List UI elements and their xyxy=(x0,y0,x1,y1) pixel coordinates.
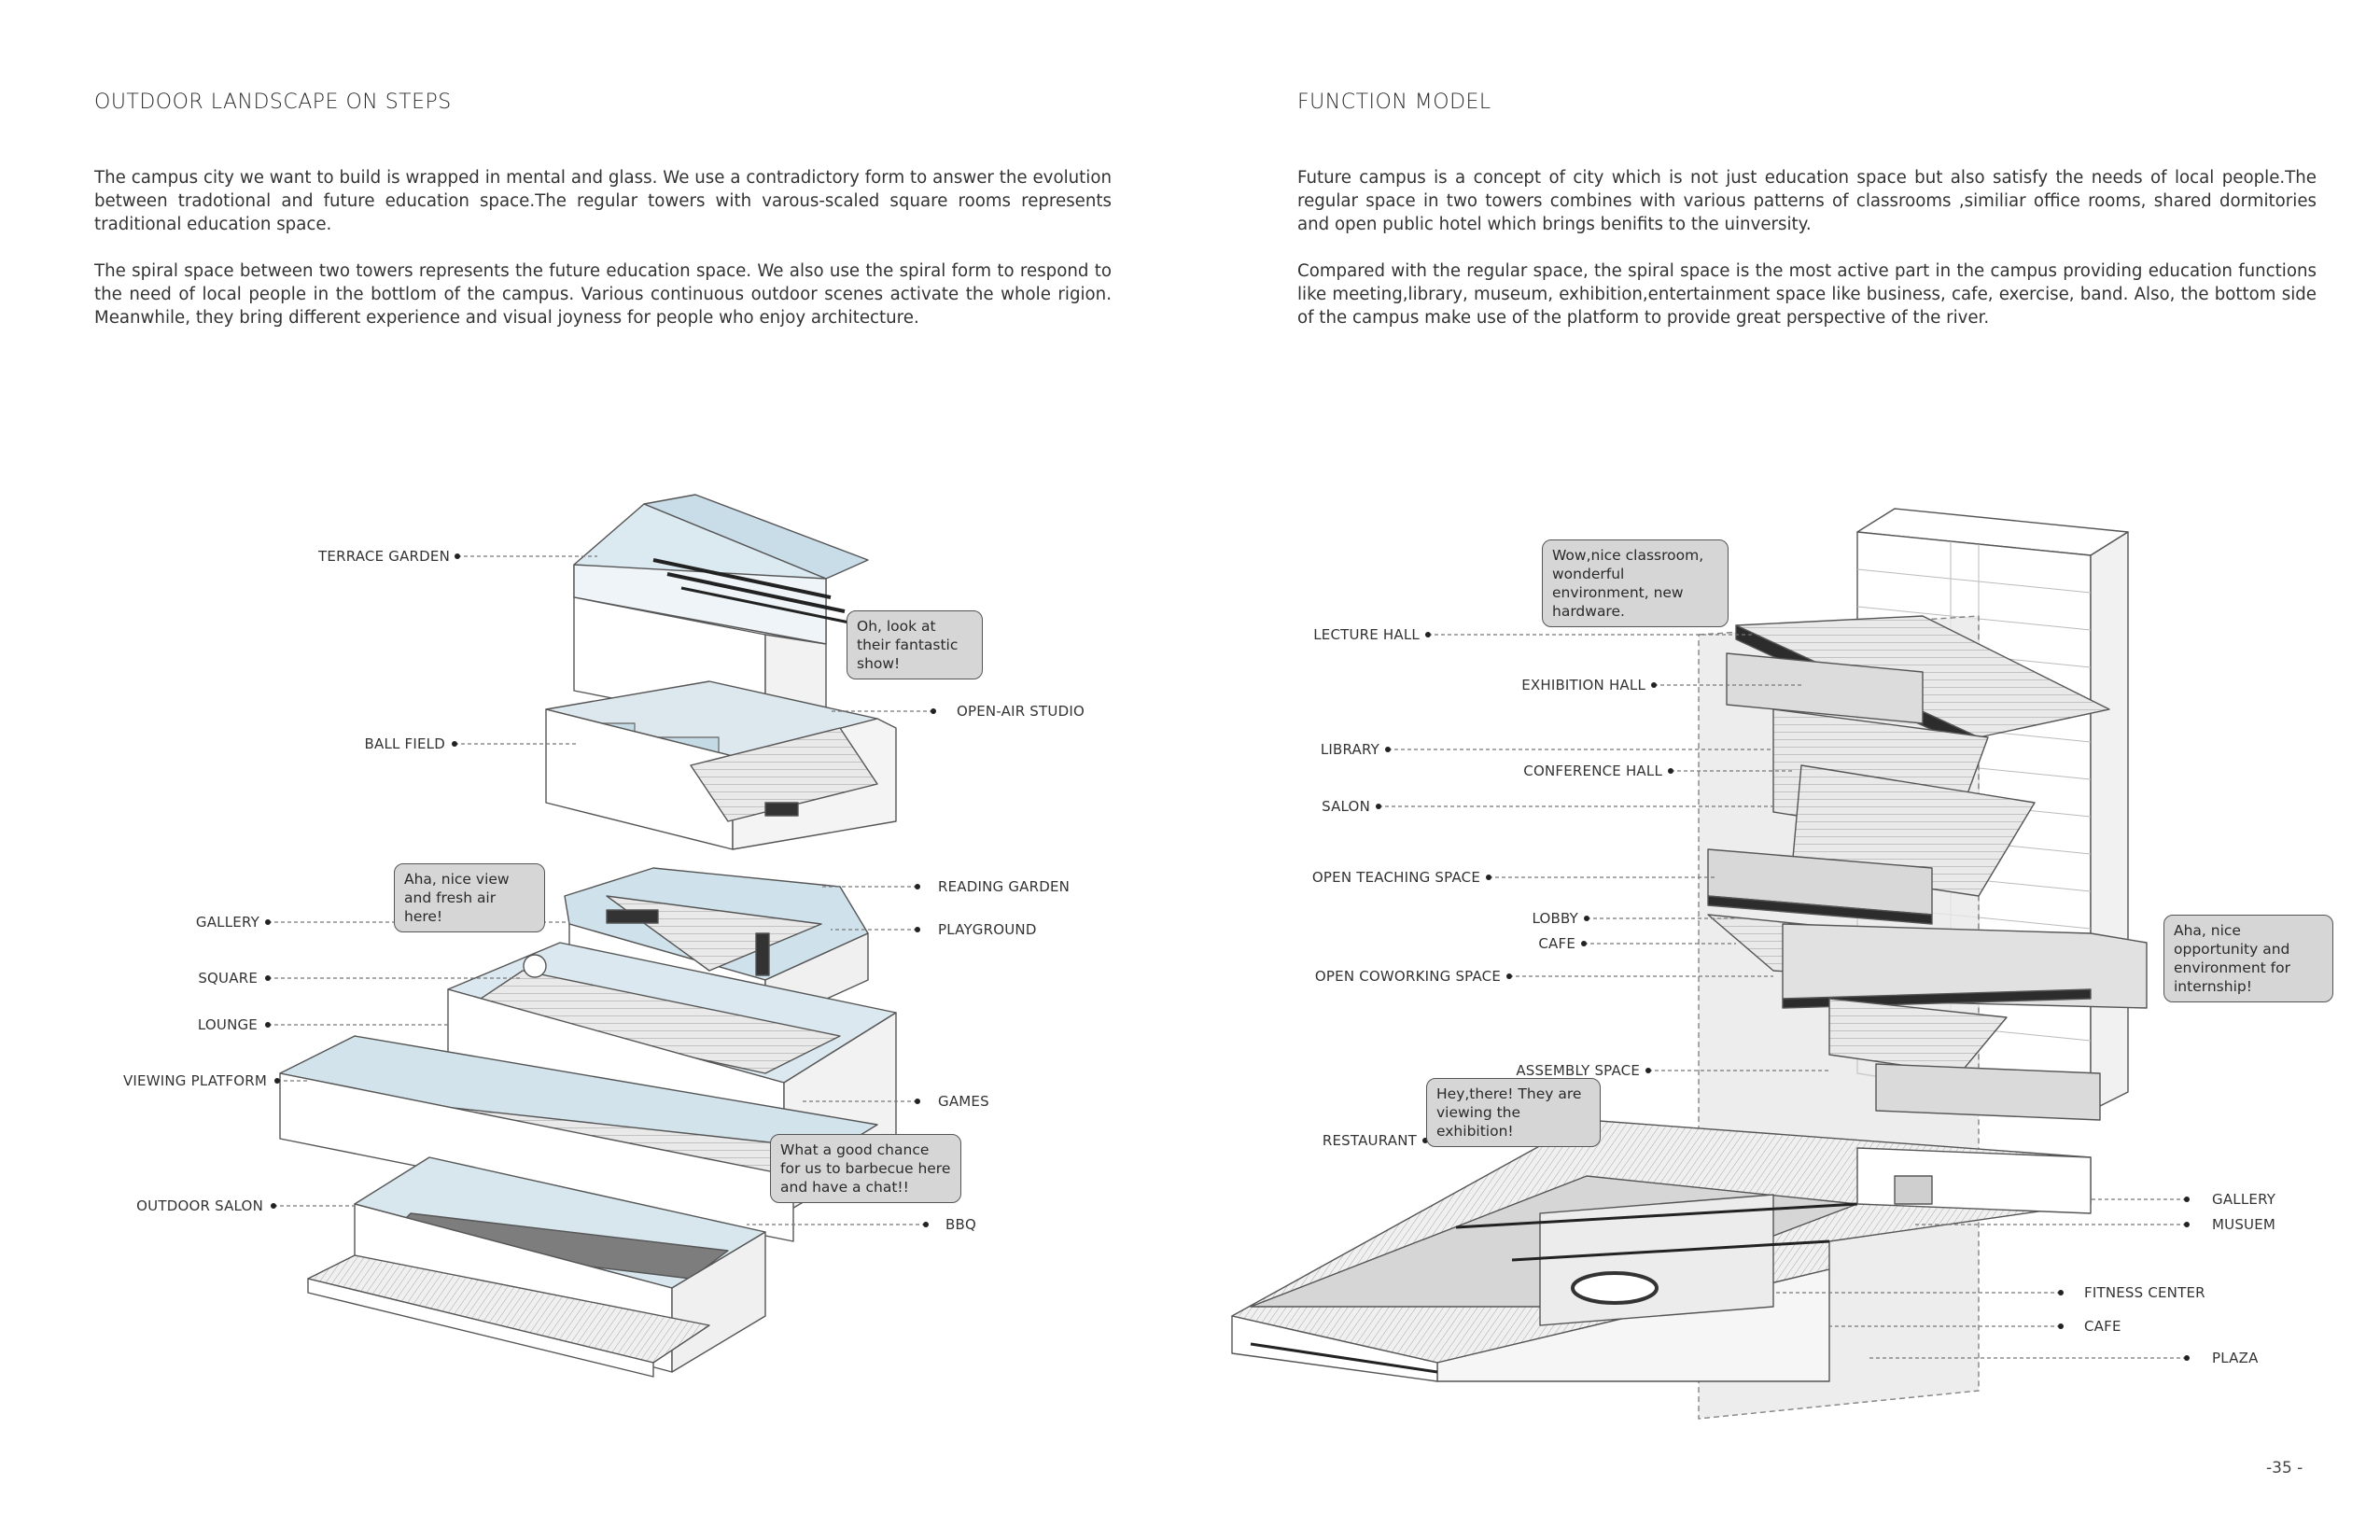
label-salon: SALON xyxy=(1322,798,1370,815)
label-square: SQUARE xyxy=(198,970,258,987)
label-plaza: PLAZA xyxy=(2212,1350,2259,1366)
label-fitness-center: FITNESS CENTER xyxy=(2084,1284,2205,1301)
label-terrace-garden: TERRACE GARDEN xyxy=(318,548,450,565)
speech-bubble-barbecue: What a good chance for us to barbecue he… xyxy=(770,1134,961,1203)
label-lecture-hall: LECTURE HALL xyxy=(1313,626,1420,643)
speech-bubble-exhibition: Hey,there! They are viewing the exhibiti… xyxy=(1426,1078,1601,1147)
right-leader-lines xyxy=(1376,632,2190,1361)
label-open-teaching-space: OPEN TEACHING SPACE xyxy=(1311,869,1480,886)
label-restaurant: RESTAURANT xyxy=(1322,1132,1417,1149)
label-musuem: MUSUEM xyxy=(2212,1216,2276,1233)
label-outdoor-salon: OUTDOOR SALON xyxy=(136,1197,263,1214)
label-lounge: LOUNGE xyxy=(197,1016,258,1033)
label-exhibition-hall: EXHIBITION HALL xyxy=(1521,677,1645,693)
right-paragraph-2: Compared with the regular space, the spi… xyxy=(1297,261,2317,328)
outdoor-landscape-axonometric xyxy=(279,494,897,1378)
label-conference-hall: CONFERENCE HALL xyxy=(1523,763,1662,779)
label-gallery-right: GALLERY xyxy=(2212,1191,2276,1208)
label-reading-garden: READING GARDEN xyxy=(938,878,1071,895)
label-open-coworking-space: OPEN COWORKING SPACE xyxy=(1314,968,1501,985)
label-open-air-studio: OPEN-AIR STUDIO xyxy=(957,703,1085,720)
speech-bubble-view: Aha, nice view and fresh air here! xyxy=(394,863,545,932)
function-model-axonometric xyxy=(1231,508,2148,1420)
left-description: The campus city we want to build is wrap… xyxy=(94,166,1112,353)
label-assembly-space: ASSEMBLY SPACE xyxy=(1516,1062,1640,1079)
label-playground: PLAYGROUND xyxy=(938,921,1037,938)
label-games: GAMES xyxy=(938,1093,989,1110)
page-number: -35 - xyxy=(2266,1459,2303,1477)
right-description: Future campus is a concept of city which… xyxy=(1297,166,2317,353)
label-lobby: LOBBY xyxy=(1532,910,1578,927)
label-cafe-upper: CAFE xyxy=(1538,935,1575,952)
left-section-title: OUTDOOR LANDSCAPE ON STEPS xyxy=(94,91,452,114)
speech-bubble-internship: Aha, nice opportunity and environment fo… xyxy=(2163,915,2333,1002)
label-cafe-lower: CAFE xyxy=(2084,1318,2121,1335)
right-paragraph-1: Future campus is a concept of city which… xyxy=(1297,168,2317,234)
speech-bubble-classroom: Wow,nice classroom, wonderful environmen… xyxy=(1542,539,1729,627)
label-gallery-left: GALLERY xyxy=(195,914,259,931)
left-paragraph-1: The campus city we want to build is wrap… xyxy=(94,168,1112,234)
label-library: LIBRARY xyxy=(1320,741,1379,758)
right-section-title: FUNCTION MODEL xyxy=(1297,91,1491,114)
speech-bubble-show: Oh, look at their fantastic show! xyxy=(847,610,983,679)
label-bbq: BBQ xyxy=(945,1216,976,1233)
left-paragraph-2: The spiral space between two towers repr… xyxy=(94,261,1112,328)
label-viewing-platform: VIEWING PLATFORM xyxy=(122,1072,267,1089)
label-ball-field: BALL FIELD xyxy=(364,735,445,752)
